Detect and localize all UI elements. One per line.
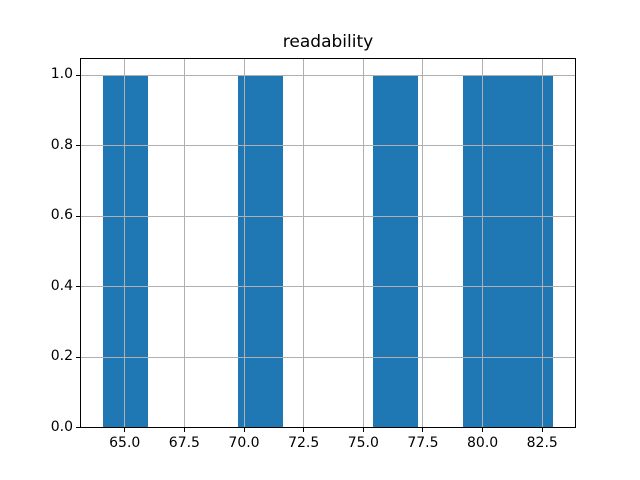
- x-tick-label: 70.0: [228, 434, 260, 451]
- y-tick-label: 0.8: [50, 136, 73, 153]
- x-tick-label: 65.0: [109, 434, 141, 451]
- x-tick-label: 80.0: [467, 434, 499, 451]
- x-tick-label: 67.5: [168, 434, 200, 451]
- y-tick-label: 0.0: [50, 418, 73, 435]
- x-tick-label: 77.5: [407, 434, 439, 451]
- y-tick-label: 0.2: [50, 348, 73, 365]
- x-tick-mark: [303, 427, 305, 432]
- y-tick-label: 0.6: [50, 207, 73, 224]
- x-tick-label: 75.0: [347, 434, 379, 451]
- x-tick-label: 82.5: [526, 434, 558, 451]
- x-tick-mark: [541, 427, 543, 432]
- x-tick-mark: [124, 427, 126, 432]
- x-tick-mark: [422, 427, 424, 432]
- x-tick-mark: [362, 427, 364, 432]
- x-tick-mark: [243, 427, 245, 432]
- chart-title: readability: [282, 32, 374, 52]
- x-tick-label: 72.5: [288, 434, 320, 451]
- y-tick-label: 1.0: [50, 66, 73, 83]
- plot-area-border: [80, 57, 576, 428]
- x-tick-mark: [482, 427, 484, 432]
- x-tick-mark: [183, 427, 185, 432]
- y-tick-label: 0.4: [50, 277, 73, 294]
